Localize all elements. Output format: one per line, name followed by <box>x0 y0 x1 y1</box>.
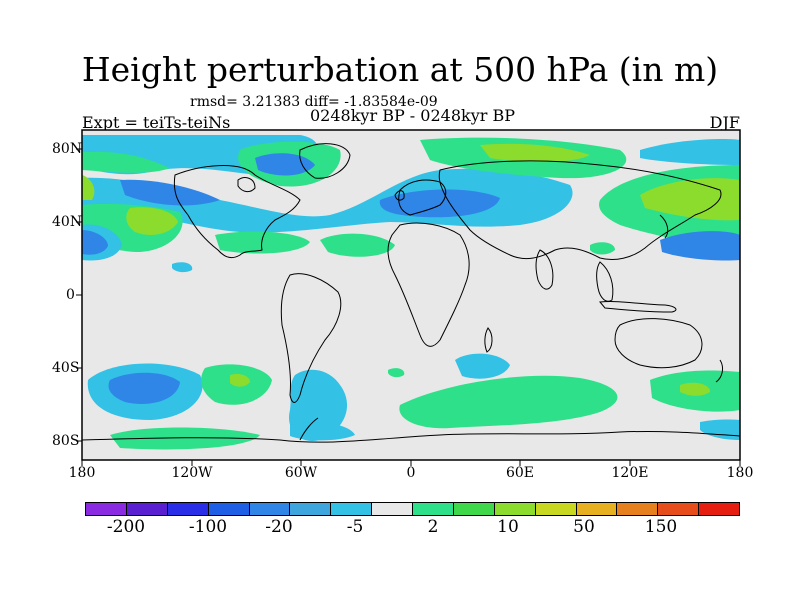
lon-label: 60W <box>284 465 318 481</box>
coastlines <box>82 143 740 443</box>
coast-antarctica <box>82 430 740 443</box>
coast-antarctic-peninsula <box>299 417 319 441</box>
contour-blue-west-edge <box>82 230 108 255</box>
contour-lime-south-pacific <box>230 373 250 387</box>
colorbar <box>85 502 740 516</box>
coast-india <box>535 249 554 290</box>
coast-japan <box>659 214 669 239</box>
contour-blue-pacific <box>120 179 220 206</box>
contour-cyan-small-pacific <box>172 262 193 273</box>
coast-indonesia <box>599 301 677 313</box>
colorbar-box-8 <box>413 503 454 515</box>
coast-greenland <box>299 143 351 179</box>
contour-lime-nw-edge <box>82 175 95 200</box>
colorbar-box-15 <box>699 503 739 515</box>
axis-ticks <box>76 148 741 466</box>
coast-africa <box>387 222 470 347</box>
colorbar-box-0 <box>86 503 127 515</box>
coast-north-america <box>173 165 301 259</box>
coast-asia <box>438 160 722 261</box>
colorbar-box-4 <box>249 503 291 515</box>
season-label: DJF <box>709 113 740 132</box>
lat-label: 80N <box>52 141 83 157</box>
colorbar-box-9 <box>453 503 495 515</box>
coast-new-zealand <box>715 359 724 383</box>
lat-label: 80S <box>52 433 80 449</box>
contour-blue-south-pacific <box>108 372 180 404</box>
coast-australia <box>614 318 703 369</box>
coast-madagascar <box>484 327 493 353</box>
contour-small-green-atlantic <box>388 368 405 378</box>
colorbar-box-11 <box>535 503 577 515</box>
colorbar-box-10 <box>494 503 536 515</box>
colorbar-box-2 <box>167 503 209 515</box>
colorbar-label: -5 <box>346 517 364 537</box>
contour-green-nw <box>82 151 170 173</box>
colorbar-label: 2 <box>427 517 439 537</box>
lon-label: 60E <box>505 465 535 481</box>
contour-green-subtropical-pacific <box>215 231 310 254</box>
colorbar-box-6 <box>331 503 373 515</box>
colorbar-label: -200 <box>106 517 146 537</box>
contour-cyan-south-atlantic <box>455 353 510 379</box>
contour-green-east-asia-small <box>590 242 615 255</box>
lon-label: 180 <box>68 465 96 481</box>
contour-blue-north-pacific <box>660 231 740 261</box>
chart-title: Height perturbation at 500 hPa (in m) <box>81 50 719 89</box>
colorbar-box-13 <box>617 503 659 515</box>
contour-cyan-ross-sea <box>290 422 355 441</box>
colorbar-box-5 <box>290 503 332 515</box>
colorbar-box-12 <box>576 503 618 515</box>
colorbar-label: -20 <box>265 517 293 537</box>
contour-green-southern-ocean <box>399 375 618 429</box>
colorbar-box-14 <box>658 503 700 515</box>
contour-blue-atlantic <box>379 189 500 218</box>
colorbar-box-3 <box>208 503 250 515</box>
coast-europe <box>398 179 447 216</box>
lon-label: 0 <box>406 465 416 481</box>
contour-cyan-east-asia <box>640 139 740 165</box>
colorbar-label: 10 <box>497 517 519 537</box>
contour-lime-ne-pacific <box>126 207 178 235</box>
stats-subtitle: rmsd= 3.21383 diff= -1.83584e-09 <box>190 94 438 110</box>
lat-label: 0 <box>66 287 75 303</box>
colorbar-box-7 <box>372 503 413 515</box>
lon-label: 120W <box>171 465 213 481</box>
lon-label: 120E <box>611 465 649 481</box>
experiment-label: Expt = teiTs-teiNs <box>82 113 231 132</box>
coast-south-america <box>280 273 342 403</box>
coast-hudson-bay <box>237 177 256 193</box>
colorbar-label: -100 <box>188 517 228 537</box>
lat-label: 40S <box>52 360 80 376</box>
lon-label: 180 <box>726 465 754 481</box>
coast-southeast-asia <box>596 261 614 302</box>
lat-label: 40N <box>52 214 83 230</box>
colorbar-label: 50 <box>573 517 595 537</box>
contour-lime-arctic <box>480 143 590 163</box>
colorbar-box-1 <box>126 503 168 515</box>
contour-green-antarctic <box>110 427 260 450</box>
colorbar-label: 150 <box>644 517 678 537</box>
period-subtitle: 0248kyr BP - 0248kyr BP <box>310 106 515 125</box>
contour-lime-south-indian <box>680 382 710 396</box>
coast-uk <box>394 190 405 201</box>
contour-green-subtropical-atlantic <box>320 233 395 257</box>
